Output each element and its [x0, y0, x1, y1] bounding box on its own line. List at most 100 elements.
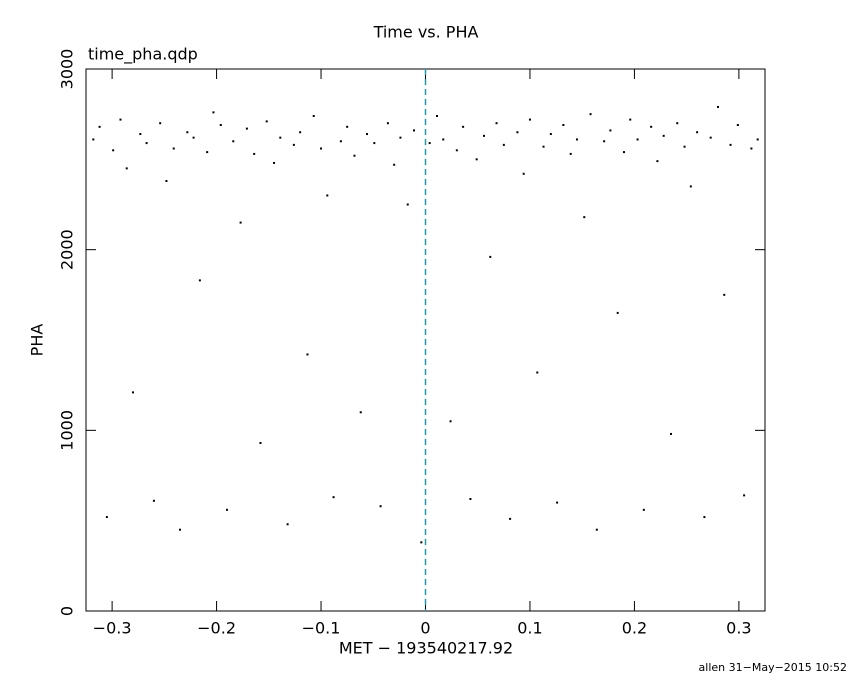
x-tick-label: −0.3 [93, 619, 132, 638]
chart-subtitle: time_pha.qdp [88, 45, 198, 65]
point [306, 353, 309, 356]
point [339, 140, 342, 143]
point [326, 194, 329, 197]
point [642, 508, 645, 511]
point [273, 161, 276, 164]
point [562, 124, 565, 127]
point [622, 151, 625, 154]
y-tick-label: 0 [58, 606, 77, 616]
point [406, 203, 409, 206]
point [373, 142, 376, 145]
x-tick-label: 0.2 [622, 619, 647, 638]
point [482, 134, 485, 137]
point [353, 154, 356, 157]
x-tick-label: −0.2 [197, 619, 236, 638]
point [435, 114, 438, 117]
x-tick-label: 0 [420, 619, 430, 638]
point [413, 129, 416, 132]
point [179, 528, 182, 531]
point [536, 371, 539, 374]
point [125, 167, 128, 170]
point [279, 136, 282, 139]
point [489, 255, 492, 258]
y-tick-label: 2000 [58, 229, 77, 270]
point [669, 432, 672, 435]
point [332, 496, 335, 499]
point [475, 158, 478, 161]
point [105, 516, 108, 519]
point [226, 508, 229, 511]
point [703, 516, 706, 519]
point [232, 140, 235, 143]
point [689, 185, 692, 188]
point [239, 221, 242, 224]
point [192, 136, 195, 139]
point [145, 142, 148, 145]
point [750, 147, 753, 150]
point [312, 114, 315, 117]
point [379, 505, 382, 508]
point [569, 152, 572, 155]
point [186, 131, 189, 134]
y-tick-label: 3000 [58, 49, 77, 90]
point [366, 133, 369, 136]
point [756, 138, 759, 141]
point [455, 149, 458, 152]
point [495, 122, 498, 125]
y-tick-label: 1000 [58, 410, 77, 451]
point [253, 152, 256, 155]
point [399, 136, 402, 139]
x-tick-label: 0.1 [517, 619, 542, 638]
point [736, 124, 739, 127]
point [549, 133, 552, 136]
point [346, 125, 349, 128]
point [98, 125, 101, 128]
point [509, 517, 512, 520]
point [112, 149, 115, 152]
point [528, 118, 531, 121]
footer: allen 31−May−2015 10:52 [699, 661, 847, 674]
point [139, 133, 142, 136]
point [462, 125, 465, 128]
point [442, 138, 445, 141]
x-tick-label: −0.1 [302, 619, 341, 638]
point [320, 147, 323, 150]
point [286, 523, 289, 526]
point [259, 441, 262, 444]
point [516, 131, 519, 134]
point [206, 151, 209, 154]
point [575, 138, 578, 141]
point [393, 163, 396, 166]
point [420, 541, 423, 544]
point [729, 143, 732, 146]
point [656, 160, 659, 163]
point [676, 122, 679, 125]
point [723, 293, 726, 296]
point [469, 497, 472, 500]
point [198, 279, 201, 282]
point [629, 118, 632, 121]
point [386, 122, 389, 125]
chart-title: Time vs. PHA [373, 23, 479, 42]
point [616, 311, 619, 314]
point [609, 129, 612, 132]
point [299, 131, 302, 134]
x-tick-label: 0.3 [726, 619, 751, 638]
point [556, 501, 559, 504]
point [245, 127, 248, 130]
point [636, 138, 639, 141]
point [159, 122, 162, 125]
point [428, 142, 431, 145]
point [119, 118, 122, 121]
point [595, 528, 598, 531]
point [650, 125, 653, 128]
point [542, 145, 545, 148]
point [292, 143, 295, 146]
point [716, 105, 719, 108]
y-axis-label: PHA [28, 324, 47, 357]
point [92, 138, 95, 141]
point [212, 111, 215, 114]
point [265, 120, 268, 123]
point [132, 391, 135, 394]
